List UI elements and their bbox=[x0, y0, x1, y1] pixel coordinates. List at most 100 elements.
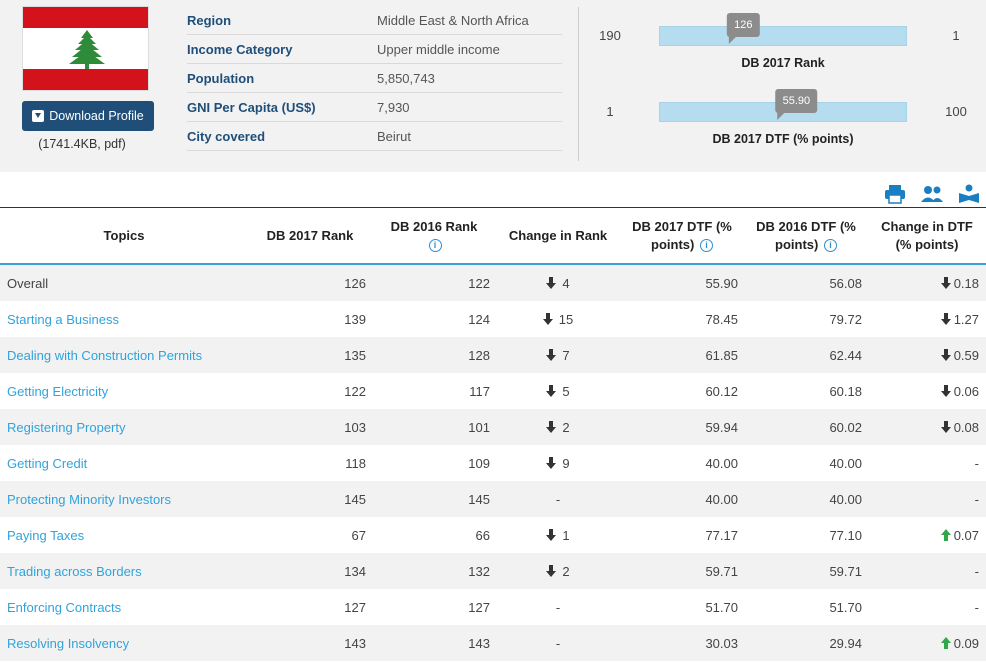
topic-link[interactable]: Registering Property bbox=[0, 420, 248, 435]
db2017-rank-cell: 143 bbox=[248, 636, 372, 651]
db2016-rank-cell: 101 bbox=[372, 420, 496, 435]
header-db2016-dtf: DB 2016 DTF (% points) i bbox=[744, 208, 868, 263]
reader-icon[interactable] bbox=[958, 184, 980, 204]
change-in-dtf-cell: 0.09 bbox=[868, 636, 986, 651]
change-in-dtf-value: - bbox=[975, 564, 979, 579]
gauge-low-label: 1 bbox=[590, 104, 630, 119]
download-file-size: (1741.4KB, pdf) bbox=[22, 137, 142, 151]
change-in-rank-value: 9 bbox=[562, 456, 569, 471]
change-in-rank-value: 7 bbox=[562, 348, 569, 363]
info-icon[interactable]: i bbox=[429, 239, 442, 252]
gauge-low-label: 190 bbox=[590, 28, 630, 43]
arrow-down-icon bbox=[546, 529, 556, 541]
change-in-dtf-value: - bbox=[975, 456, 979, 471]
table-row: Overall 126 122 4 55.90 56.08 0.18 bbox=[0, 265, 986, 301]
db2016-rank-cell: 132 bbox=[372, 564, 496, 579]
rank-gauge: 190 126 1 DB 2017 Rank bbox=[590, 10, 986, 70]
change-in-dtf-value: 0.06 bbox=[954, 384, 979, 399]
change-in-rank-value: - bbox=[556, 600, 560, 615]
info-row-city: City covered Beirut bbox=[187, 122, 562, 151]
info-key: Population bbox=[187, 71, 377, 86]
change-in-rank-cell: 5 bbox=[496, 384, 620, 399]
db2016-dtf-cell: 62.44 bbox=[744, 348, 868, 363]
topic-link[interactable]: Resolving Insolvency bbox=[0, 636, 248, 651]
gauge-high-label: 100 bbox=[936, 104, 976, 119]
db2017-dtf-cell: 60.12 bbox=[620, 384, 744, 399]
table-row: Paying Taxes 67 66 1 77.17 77.10 0.07 bbox=[0, 517, 986, 553]
header-db2016-rank: DB 2016 Rank i bbox=[372, 208, 496, 263]
topic-link[interactable]: Getting Credit bbox=[0, 456, 248, 471]
db2017-dtf-cell: 61.85 bbox=[620, 348, 744, 363]
db2016-dtf-cell: 60.02 bbox=[744, 420, 868, 435]
topic-link[interactable]: Enforcing Contracts bbox=[0, 600, 248, 615]
change-in-dtf-cell: 0.08 bbox=[868, 420, 986, 435]
db2017-rank-cell: 134 bbox=[248, 564, 372, 579]
arrow-down-icon bbox=[941, 313, 951, 325]
db2016-dtf-cell: 59.71 bbox=[744, 564, 868, 579]
db2017-dtf-cell: 77.17 bbox=[620, 528, 744, 543]
db2017-rank-cell: 118 bbox=[248, 456, 372, 471]
topic-link[interactable]: Dealing with Construction Permits bbox=[0, 348, 248, 363]
change-in-dtf-value: 0.59 bbox=[954, 348, 979, 363]
info-row-gni: GNI Per Capita (US$) 7,930 bbox=[187, 93, 562, 122]
change-in-dtf-cell: - bbox=[868, 600, 986, 615]
print-icon[interactable] bbox=[884, 184, 906, 204]
info-value: 5,850,743 bbox=[377, 71, 435, 86]
db2016-rank-cell: 128 bbox=[372, 348, 496, 363]
topic-link[interactable]: Paying Taxes bbox=[0, 528, 248, 543]
change-in-dtf-value: 0.18 bbox=[954, 276, 979, 291]
arrow-down-icon bbox=[941, 421, 951, 433]
db2017-rank-cell: 67 bbox=[248, 528, 372, 543]
db2016-dtf-cell: 29.94 bbox=[744, 636, 868, 651]
db2016-dtf-cell: 40.00 bbox=[744, 456, 868, 471]
info-row-population: Population 5,850,743 bbox=[187, 64, 562, 93]
info-key: City covered bbox=[187, 129, 377, 144]
db2017-rank-cell: 122 bbox=[248, 384, 372, 399]
db2016-rank-cell: 124 bbox=[372, 312, 496, 327]
indicators-table: Topics DB 2017 Rank DB 2016 Rank i Change… bbox=[0, 207, 986, 661]
change-in-dtf-cell: 1.27 bbox=[868, 312, 986, 327]
change-in-rank-value: - bbox=[556, 492, 560, 507]
change-in-dtf-cell: - bbox=[868, 456, 986, 471]
db2017-rank-cell: 127 bbox=[248, 600, 372, 615]
change-in-rank-cell: 7 bbox=[496, 348, 620, 363]
table-row: Registering Property 103 101 2 59.94 60.02 0.0… bbox=[0, 409, 986, 445]
db2017-dtf-cell: 51.70 bbox=[620, 600, 744, 615]
db2017-dtf-cell: 55.90 bbox=[620, 276, 744, 291]
change-in-rank-value: 2 bbox=[562, 420, 569, 435]
arrow-down-icon bbox=[543, 313, 553, 325]
arrow-down-icon bbox=[941, 277, 951, 289]
arrow-down-icon bbox=[941, 349, 951, 361]
change-in-dtf-cell: 0.59 bbox=[868, 348, 986, 363]
db2016-dtf-cell: 77.10 bbox=[744, 528, 868, 543]
header-change-in-rank: Change in Rank bbox=[496, 208, 620, 263]
db2016-dtf-cell: 40.00 bbox=[744, 492, 868, 507]
change-in-dtf-cell: 0.06 bbox=[868, 384, 986, 399]
db2017-dtf-cell: 30.03 bbox=[620, 636, 744, 651]
info-icon[interactable]: i bbox=[700, 239, 713, 252]
db2016-dtf-cell: 51.70 bbox=[744, 600, 868, 615]
change-in-dtf-value: - bbox=[975, 600, 979, 615]
table-row: Protecting Minority Investors 145 145 - 40.0… bbox=[0, 481, 986, 517]
users-icon[interactable] bbox=[920, 184, 944, 204]
db2016-dtf-cell: 60.18 bbox=[744, 384, 868, 399]
db2017-rank-cell: 139 bbox=[248, 312, 372, 327]
country-summary-panel: Download Profile (1741.4KB, pdf) Region M… bbox=[0, 0, 986, 172]
gauge-bar: 55.90 bbox=[659, 102, 907, 122]
info-icon[interactable]: i bbox=[824, 239, 837, 252]
change-in-dtf-value: 0.09 bbox=[954, 636, 979, 651]
header-db2017-rank: DB 2017 Rank bbox=[248, 208, 372, 263]
topic-link[interactable]: Trading across Borders bbox=[0, 564, 248, 579]
table-row: Trading across Borders 134 132 2 59.71 59.71 - bbox=[0, 553, 986, 589]
download-profile-button[interactable]: Download Profile bbox=[22, 101, 154, 131]
topic-link[interactable]: Getting Electricity bbox=[0, 384, 248, 399]
change-in-dtf-value: 0.07 bbox=[954, 528, 979, 543]
table-toolbar bbox=[884, 184, 980, 204]
topic-link[interactable]: Protecting Minority Investors bbox=[0, 492, 248, 507]
info-key: Income Category bbox=[187, 42, 377, 57]
download-icon bbox=[32, 110, 44, 122]
change-in-dtf-value: - bbox=[975, 492, 979, 507]
db2017-rank-cell: 126 bbox=[248, 276, 372, 291]
header-change-in-dtf: Change in DTF (% points) bbox=[868, 208, 986, 263]
topic-link[interactable]: Starting a Business bbox=[0, 312, 248, 327]
